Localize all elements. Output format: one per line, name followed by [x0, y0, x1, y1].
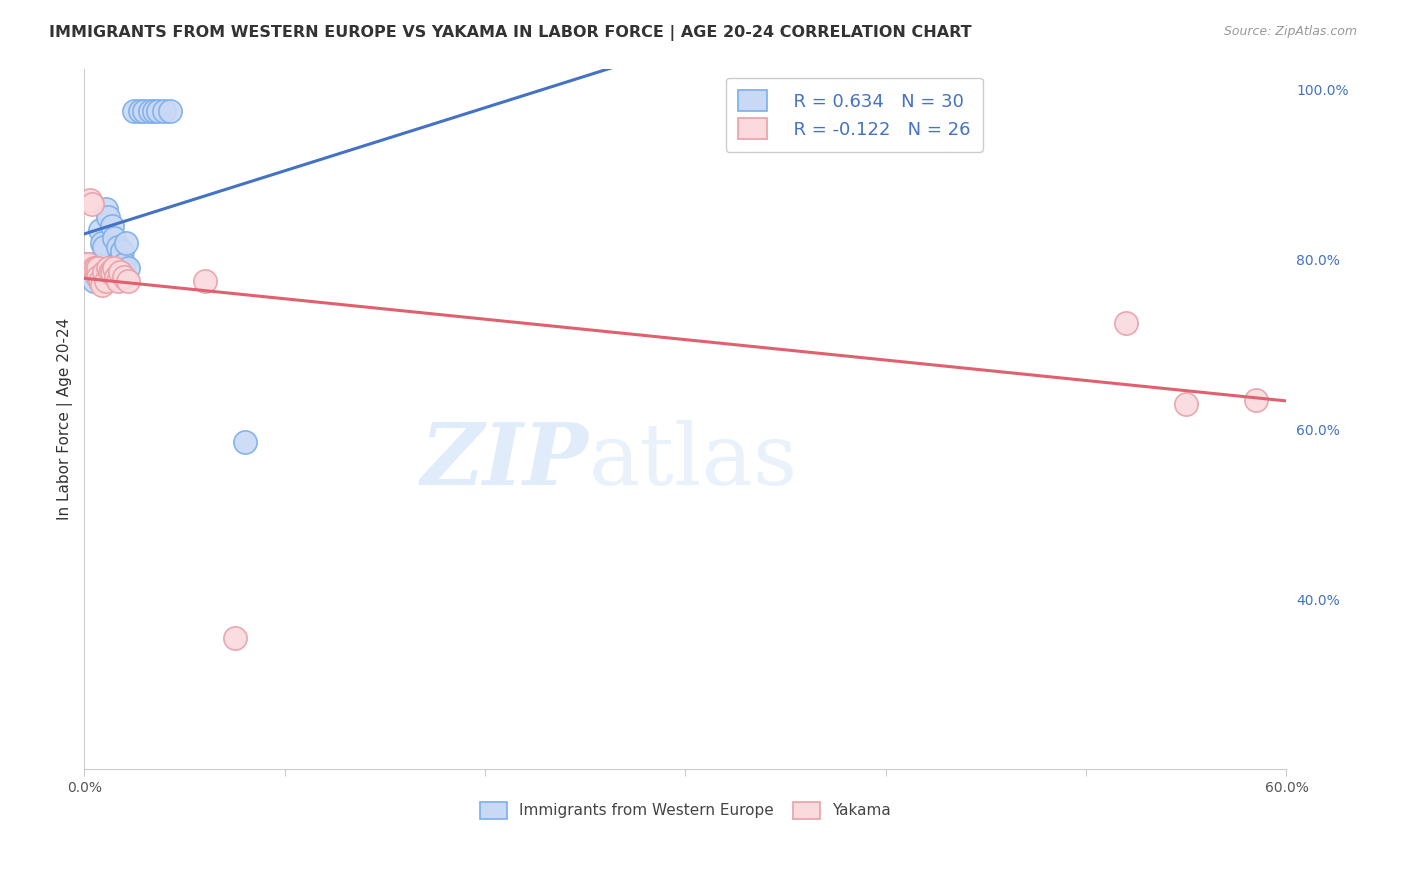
Point [105, 269, 128, 284]
Point [93, 240, 115, 254]
Point [101, 219, 124, 233]
Point [79, 193, 101, 207]
Point [117, 274, 139, 288]
Point [86, 261, 108, 276]
Point [139, 103, 162, 118]
Point [101, 265, 124, 279]
Point [89, 274, 111, 288]
Point [134, 103, 156, 118]
Point [193, 274, 215, 288]
Point [129, 103, 152, 118]
Point [91, 278, 114, 293]
Text: ZIP: ZIP [422, 419, 589, 503]
Point [112, 257, 135, 271]
Text: atlas: atlas [589, 419, 799, 502]
Point [82, 197, 104, 211]
Point [107, 274, 129, 288]
Point [87, 261, 110, 276]
Point [103, 231, 125, 245]
Point [112, 269, 135, 284]
Point [73, 257, 96, 271]
Point [224, 631, 246, 645]
Point [1115, 317, 1137, 331]
Point [1175, 397, 1198, 411]
Point [115, 235, 138, 250]
Point [159, 103, 181, 118]
Point [93, 265, 115, 279]
Point [110, 265, 132, 279]
Point [89, 223, 111, 237]
Text: IMMIGRANTS FROM WESTERN EUROPE VS YAKAMA IN LABOR FORCE | AGE 20-24 CORRELATION : IMMIGRANTS FROM WESTERN EUROPE VS YAKAMA… [49, 25, 972, 41]
Point [77, 257, 100, 271]
Point [97, 210, 120, 224]
Point [107, 240, 129, 254]
Point [96, 274, 118, 288]
Point [86, 261, 108, 276]
Point [96, 202, 118, 216]
Point [105, 257, 128, 271]
Point [233, 435, 256, 450]
Point [1246, 392, 1268, 407]
Point [91, 235, 114, 250]
Point [73, 257, 96, 271]
Point [117, 261, 139, 276]
Point [83, 261, 105, 276]
Point [97, 261, 120, 276]
Point [103, 261, 125, 276]
Legend: Immigrants from Western Europe, Yakama: Immigrants from Western Europe, Yakama [474, 796, 897, 825]
Point [83, 274, 105, 288]
Point [82, 265, 104, 279]
Point [110, 261, 132, 276]
Point [124, 103, 146, 118]
Y-axis label: In Labor Force | Age 20-24: In Labor Force | Age 20-24 [58, 318, 73, 520]
Point [98, 265, 121, 279]
Point [143, 103, 166, 118]
Point [148, 103, 170, 118]
Point [87, 269, 110, 284]
Text: Source: ZipAtlas.com: Source: ZipAtlas.com [1223, 25, 1357, 38]
Point [153, 103, 176, 118]
Point [111, 244, 134, 259]
Point [79, 257, 101, 271]
Point [87, 269, 110, 284]
Point [98, 261, 121, 276]
